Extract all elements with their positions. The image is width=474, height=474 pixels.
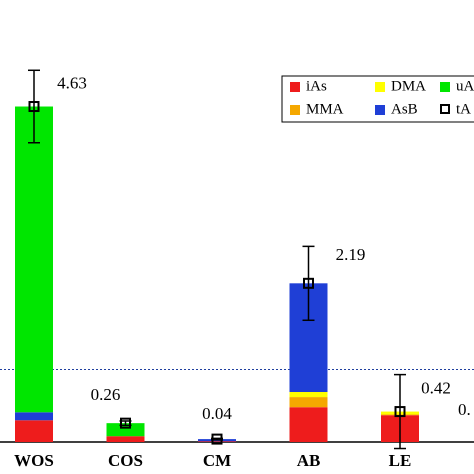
value-label: 2.19 xyxy=(336,245,366,264)
legend-swatch xyxy=(290,82,300,92)
bar-segment xyxy=(15,412,53,421)
x-tick-label: LE xyxy=(389,451,412,470)
total-marker xyxy=(211,433,223,445)
bar-segment xyxy=(289,397,328,408)
x-tick-label: COS xyxy=(108,451,143,470)
legend-label: iAs xyxy=(306,78,327,94)
legend-swatch xyxy=(290,105,300,115)
value-label: 4.63 xyxy=(57,73,87,92)
value-label: 0.42 xyxy=(421,378,451,397)
value-label: 0.04 xyxy=(202,404,232,423)
bar-segment xyxy=(15,106,53,413)
bar-segment xyxy=(289,392,328,398)
legend-swatch xyxy=(375,82,385,92)
total-marker xyxy=(28,101,40,113)
annotation: 0. xyxy=(458,400,471,419)
bar-segment xyxy=(106,423,145,437)
legend-swatch xyxy=(440,82,450,92)
value-label: 0.26 xyxy=(91,385,121,404)
legend-label: AsB xyxy=(391,101,418,117)
bar-segment xyxy=(198,441,236,442)
bar-segment xyxy=(15,420,53,442)
legend-label: MMA xyxy=(306,101,344,117)
legend-swatch xyxy=(375,105,385,115)
x-tick-label: WOS xyxy=(14,451,54,470)
total-marker xyxy=(394,406,406,418)
legend-label: DMA xyxy=(391,78,426,94)
legend-marker xyxy=(440,104,450,114)
total-marker xyxy=(303,277,314,289)
bar-segment xyxy=(106,436,145,442)
legend-label: uA xyxy=(456,78,474,94)
legend-label: tA xyxy=(456,101,471,117)
x-tick-label: CM xyxy=(203,451,231,470)
x-tick-label: AB xyxy=(297,451,321,470)
total-marker xyxy=(120,417,131,429)
bar-segment xyxy=(289,407,328,442)
